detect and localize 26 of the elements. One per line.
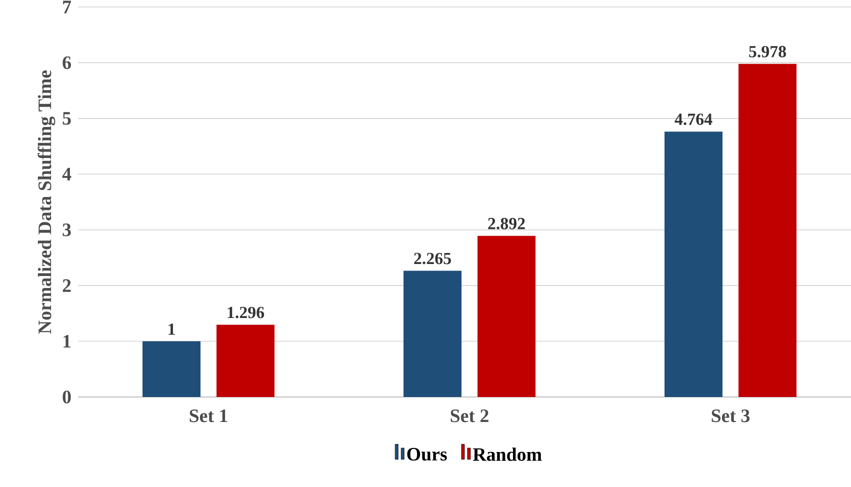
y-tick-label: 1 xyxy=(64,335,71,348)
y-tick-label: 4 xyxy=(62,168,72,180)
data-label: 4.764 xyxy=(674,114,712,126)
bar xyxy=(216,324,275,397)
legend-label: Ours xyxy=(407,448,447,461)
data-label: 1 xyxy=(168,324,175,335)
y-tick-label: 5 xyxy=(62,112,71,125)
data-label: 5.978 xyxy=(749,46,786,58)
bar xyxy=(142,341,201,397)
x-tick-label: Set 1 xyxy=(190,410,228,422)
y-tick-label: 3 xyxy=(62,223,71,236)
y-tick-label: 7 xyxy=(63,0,72,14)
y-tick-label: 2 xyxy=(62,279,71,292)
x-tick-label: Set 3 xyxy=(712,410,750,422)
bar xyxy=(664,132,723,397)
legend-label: Random xyxy=(472,448,542,461)
data-label: 2.265 xyxy=(414,252,451,264)
bar xyxy=(404,270,462,397)
bar xyxy=(478,236,536,397)
y-tick-label: 6 xyxy=(62,56,71,70)
y-axis-title: Normalized Data Shuffling Time xyxy=(38,70,56,334)
data-label: 2.892 xyxy=(488,218,525,230)
x-tick-label: Set 2 xyxy=(450,410,488,422)
data-label: 1.296 xyxy=(228,306,264,318)
bar xyxy=(738,64,797,397)
y-tick-label: 0 xyxy=(62,390,71,404)
